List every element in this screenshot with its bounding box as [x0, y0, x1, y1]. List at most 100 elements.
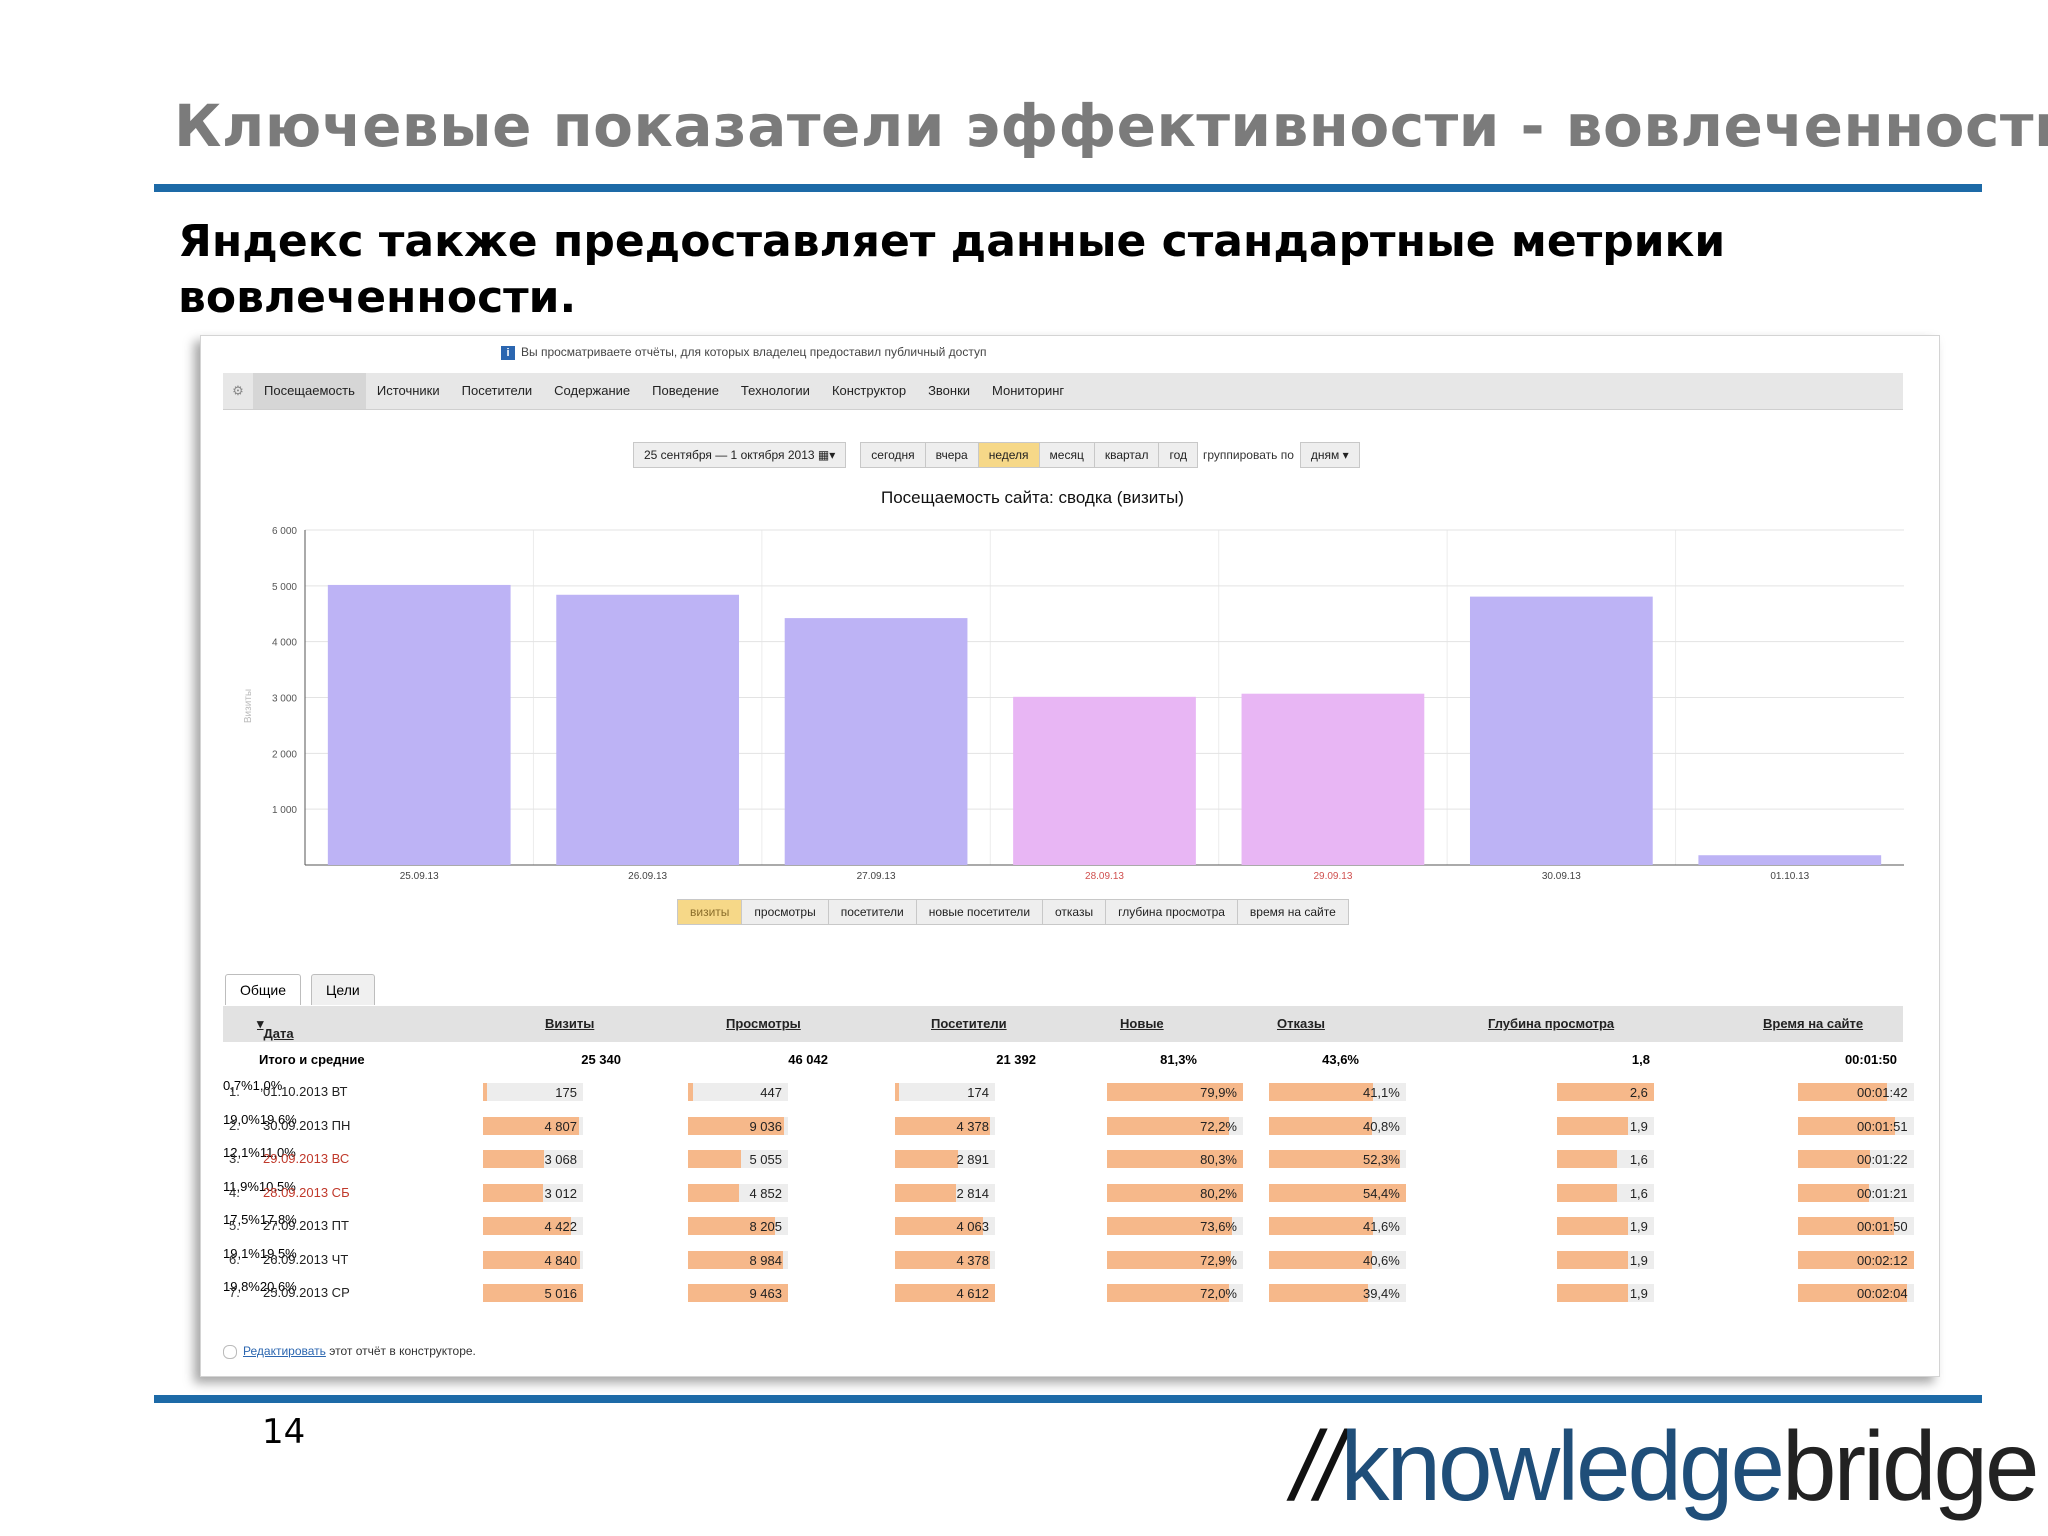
visitors-bar [895, 1250, 990, 1269]
depth-value: 1,9 [1629, 1252, 1648, 1268]
bar-26.09.13[interactable] [556, 594, 740, 865]
bar-28.09.13[interactable] [1013, 696, 1196, 865]
period-week[interactable]: неделя [977, 442, 1040, 468]
visits-value: 4 807 [544, 1118, 577, 1134]
col-visitors[interactable]: Посетители [931, 1016, 1007, 1031]
metric-time[interactable]: время на сайте [1236, 899, 1349, 925]
views-value: 5 055 [749, 1152, 782, 1167]
table-row[interactable]: 6. 26.09.2013 ЧТ 4 840 19,1% 8 984 19,5% 4 378… [223, 1246, 1914, 1274]
views-cell: 9 036 [688, 1116, 788, 1135]
visitors-bar [895, 1150, 958, 1168]
new-value: 72,0% [1200, 1286, 1237, 1301]
views-bar [688, 1083, 693, 1101]
col-new[interactable]: Новые [1120, 1016, 1164, 1031]
col-visits[interactable]: Визиты [545, 1016, 595, 1031]
bar-27.09.13[interactable] [784, 618, 968, 865]
nav-item-tech[interactable]: Технологии [740, 383, 810, 398]
views-cell: 447 [688, 1083, 788, 1101]
new-bar [1107, 1183, 1243, 1202]
col-depth[interactable]: Глубина просмотра [1488, 1016, 1615, 1031]
views-value: 9 036 [749, 1118, 782, 1134]
views-share: 17,8% [259, 1212, 297, 1227]
tab-general[interactable]: Общие [225, 974, 302, 1005]
period-yesterday[interactable]: вчера [924, 442, 979, 468]
col-views[interactable]: Просмотры [726, 1016, 801, 1031]
logo-slashes: // [1292, 1411, 1343, 1521]
nav-item-traffic[interactable]: Посещаемость [253, 373, 366, 409]
settings-icon[interactable]: ⚙ [232, 383, 244, 398]
metric-bounces[interactable]: отказы [1042, 899, 1107, 925]
bar-01.10.13[interactable] [1698, 855, 1882, 865]
logo-bridge: bridge [1782, 1411, 2039, 1521]
depth-cell: 1,6 [1557, 1150, 1654, 1168]
time-value: 00:02:12 [1856, 1252, 1908, 1268]
bar-25.09.13[interactable] [327, 584, 511, 865]
table-row[interactable]: 7. 25.09.2013 СР 5 016 19,8% 9 463 20,6% 4 612… [223, 1279, 1914, 1307]
time-bar [1798, 1250, 1914, 1269]
table-row[interactable]: 1. 01.10.2013 ВТ 175 0,7% 447 1,0% 174 79,9% 41,… [223, 1078, 1914, 1106]
nav-item-content[interactable]: Содержание [554, 383, 631, 398]
bounce-bar [1269, 1083, 1373, 1101]
period-year[interactable]: год [1158, 442, 1198, 468]
table-row[interactable]: 4. 28.09.2013 СБ 3 012 11,9% 4 852 10,5% 2 814… [223, 1179, 1914, 1207]
group-by-select[interactable]: дням ▾ [1299, 442, 1360, 468]
table-header: ▾ Дата Визиты Просмотры Посетители Новые … [223, 1006, 1903, 1042]
period-quarter[interactable]: квартал [1093, 442, 1160, 468]
row-number: 6. [229, 1251, 240, 1267]
y-axis-label: Визиты [243, 689, 254, 723]
table-row[interactable]: 5. 27.09.2013 ПТ 4 422 17,5% 8 205 17,8% 4 063… [223, 1212, 1914, 1240]
edit-text: этот отчёт в конструкторе. [325, 1344, 476, 1358]
bounce-cell: 40,6% [1269, 1250, 1406, 1269]
tab-goals[interactable]: Цели [311, 974, 375, 1005]
visitors-cell: 4 378 [895, 1250, 995, 1269]
nav-item-constructor[interactable]: Конструктор [831, 383, 907, 398]
bar-30.09.13[interactable] [1469, 596, 1653, 865]
visitors-cell: 4 612 [895, 1284, 995, 1302]
metric-views[interactable]: просмотры [741, 899, 829, 925]
visitors-value: 2 891 [956, 1152, 989, 1167]
period-today[interactable]: сегодня [860, 442, 926, 468]
date-range-picker[interactable]: 25 сентября — 1 октября 2013 ▦▾ [633, 442, 847, 468]
nav-item-calls[interactable]: Звонки [928, 383, 971, 398]
row-number: 5. [229, 1218, 240, 1233]
time-value: 00:01:50 [1856, 1219, 1908, 1234]
views-value: 4 852 [749, 1185, 782, 1201]
views-share: 19,6% [259, 1111, 297, 1127]
slide-subtitle: Яндекс также предоставляет данные станда… [178, 216, 1726, 323]
depth-cell: 1,9 [1557, 1217, 1654, 1235]
row-date: 25.09.2013 СР [263, 1285, 350, 1300]
calendar-icon: ▦▾ [817, 448, 836, 462]
bounce-value: 41,6% [1362, 1219, 1400, 1234]
visitors-value: 4 378 [956, 1252, 989, 1268]
nav-item-visitors[interactable]: Посетители [461, 383, 533, 398]
metric-visitors[interactable]: посетители [827, 899, 917, 925]
metric-depth[interactable]: глубина просмотра [1105, 899, 1238, 925]
row-date: 01.10.2013 ВТ [263, 1084, 348, 1099]
bounce-cell: 54,4% [1269, 1183, 1406, 1202]
metric-visits[interactable]: визиты [677, 899, 743, 925]
bar-29.09.13[interactable] [1241, 693, 1425, 865]
metric-new-visitors[interactable]: новые посетители [915, 899, 1044, 925]
col-date[interactable]: ▾ Дата [257, 1016, 294, 1041]
x-tick-label: 30.09.13 [1542, 871, 1581, 882]
visits-cell: 4 840 [483, 1250, 583, 1269]
edit-link[interactable]: Редактировать [243, 1344, 326, 1358]
table-row[interactable]: 3. 29.09.2013 ВС 3 068 12,1% 5 055 11,0% 2 891… [223, 1145, 1914, 1173]
nav-item-monitoring[interactable]: Мониторинг [992, 383, 1065, 398]
col-time[interactable]: Время на сайте [1763, 1016, 1864, 1031]
visits-bar [483, 1250, 580, 1269]
col-bounce[interactable]: Отказы [1277, 1016, 1325, 1031]
time-bar [1798, 1284, 1907, 1302]
period-month[interactable]: месяц [1038, 442, 1095, 468]
visitors-bar [895, 1083, 899, 1101]
depth-bar [1557, 1250, 1628, 1269]
nav-item-sources[interactable]: Источники [376, 383, 440, 398]
x-tick-label: 26.09.13 [628, 871, 667, 882]
nav-item-behavior[interactable]: Поведение [652, 383, 719, 398]
new-cell: 79,9% [1107, 1083, 1243, 1101]
bounce-bar [1269, 1284, 1368, 1302]
table-row[interactable]: 2. 30.09.2013 ПН 4 807 19,0% 9 036 19,6% 4 378… [223, 1111, 1914, 1140]
visitors-cell: 2 814 [895, 1183, 995, 1202]
bounce-bar [1269, 1250, 1372, 1269]
metrika-screenshot: i Вы просматриваете отчёты, для которых в… [200, 335, 1940, 1377]
